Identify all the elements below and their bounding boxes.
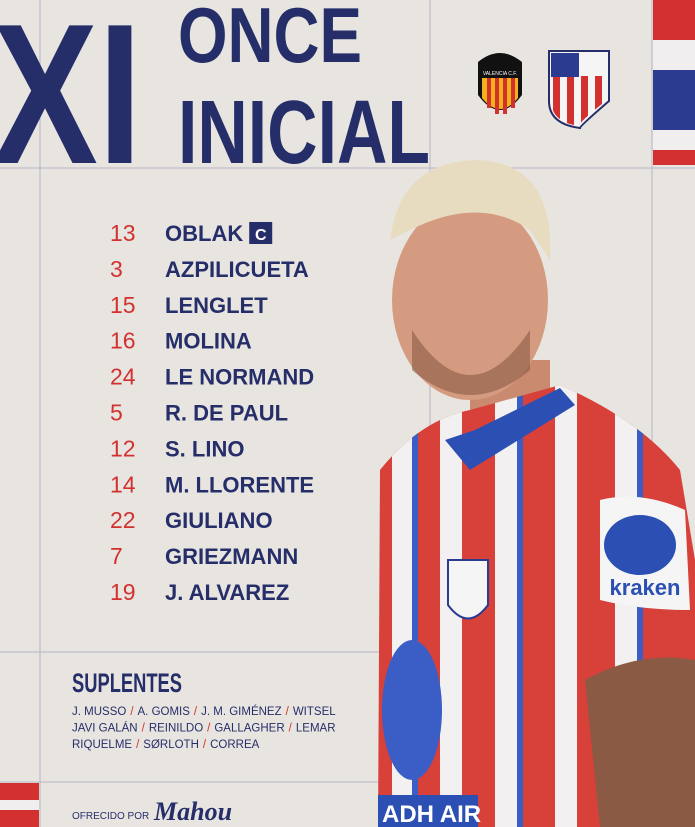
player-number: 24 xyxy=(110,364,136,390)
player-name: S. LINO xyxy=(165,436,244,461)
title-line2: INICIAL xyxy=(178,83,430,183)
footer-label: OFRECIDO POR xyxy=(72,811,149,822)
captain-mark: C xyxy=(255,227,267,244)
player-number: 15 xyxy=(110,292,136,318)
substitute-name: REINILDO xyxy=(149,723,203,735)
player-name: M. LLORENTE xyxy=(165,472,314,497)
player-number: 19 xyxy=(110,579,136,605)
substitute-name: LEMAR xyxy=(296,723,336,735)
front-sponsor: ADH AIR xyxy=(382,801,481,827)
player-number: 7 xyxy=(110,543,123,569)
separator: / xyxy=(130,706,134,718)
captain-box xyxy=(249,222,273,244)
player-number: 16 xyxy=(110,328,136,354)
player-number: 22 xyxy=(110,507,136,533)
player: kraken ADH AIR xyxy=(378,160,695,827)
separator: / xyxy=(142,723,146,735)
player-name: R. DE PAUL xyxy=(165,401,288,426)
separator: / xyxy=(194,706,198,718)
player-name: GIULIANO xyxy=(165,508,273,533)
substitute-name: WITSEL xyxy=(293,706,336,718)
crest-home-label: VALENCIA C.F. xyxy=(483,71,517,77)
player-number: 5 xyxy=(110,400,123,426)
separator: / xyxy=(286,706,290,718)
substitutes-row: JAVI GALÁN / REINILDO / GALLAGHER / LEMAR xyxy=(72,722,336,735)
player-name: GRIEZMANN xyxy=(165,544,298,569)
substitute-name: CORREA xyxy=(210,739,260,751)
substitute-name: SØRLOTH xyxy=(143,739,199,751)
player-name: J. ALVAREZ xyxy=(165,580,289,605)
lineup: 13 OBLAK C 3 AZPILICUETA 15 LENGLET 16 MOLINA 24 L… xyxy=(110,220,314,605)
player-name: OBLAK xyxy=(165,221,243,246)
substitutes-row: J. MUSSO / A. GOMIS / J. M. GIMÉNEZ / WITSEL xyxy=(72,705,336,718)
separator: / xyxy=(136,739,140,751)
substitute-name: RIQUELME xyxy=(72,739,132,751)
substitute-name: J. MUSSO xyxy=(72,706,126,718)
substitutes-title: SUPLENTES xyxy=(72,668,182,698)
substitute-name: JAVI GALÁN xyxy=(72,722,138,735)
player-name: LE NORMAND xyxy=(165,365,314,390)
substitutes-row: RIQUELME / SØRLOTH / CORREA xyxy=(72,739,260,751)
player-number: 12 xyxy=(110,435,136,461)
player-number: 14 xyxy=(110,471,136,497)
player-number: 3 xyxy=(110,256,123,282)
sleeve-sponsor: kraken xyxy=(610,575,681,600)
substitute-name: GALLAGHER xyxy=(214,723,284,735)
header-badge: XI xyxy=(0,0,142,206)
player-name: LENGLET xyxy=(165,293,268,318)
substitute-name: A. GOMIS xyxy=(138,706,191,718)
separator: / xyxy=(207,723,211,735)
separator: / xyxy=(289,723,293,735)
stripes-top-right xyxy=(653,0,695,165)
footer-sponsor: Mahou xyxy=(153,797,232,826)
crest-home: VALENCIA C.F. xyxy=(478,53,522,114)
crest-away xyxy=(548,50,610,130)
substitutes: J. MUSSO / A. GOMIS / J. M. GIMÉNEZ / WITSELJA… xyxy=(72,705,336,751)
substitute-name: J. M. GIMÉNEZ xyxy=(201,705,282,718)
separator: / xyxy=(203,739,207,751)
title-line1: ONCE xyxy=(178,0,362,79)
player-number: 13 xyxy=(110,220,136,246)
player-name: MOLINA xyxy=(165,329,252,354)
stripes-bottom-left xyxy=(0,783,39,827)
player-name: AZPILICUETA xyxy=(165,257,309,282)
